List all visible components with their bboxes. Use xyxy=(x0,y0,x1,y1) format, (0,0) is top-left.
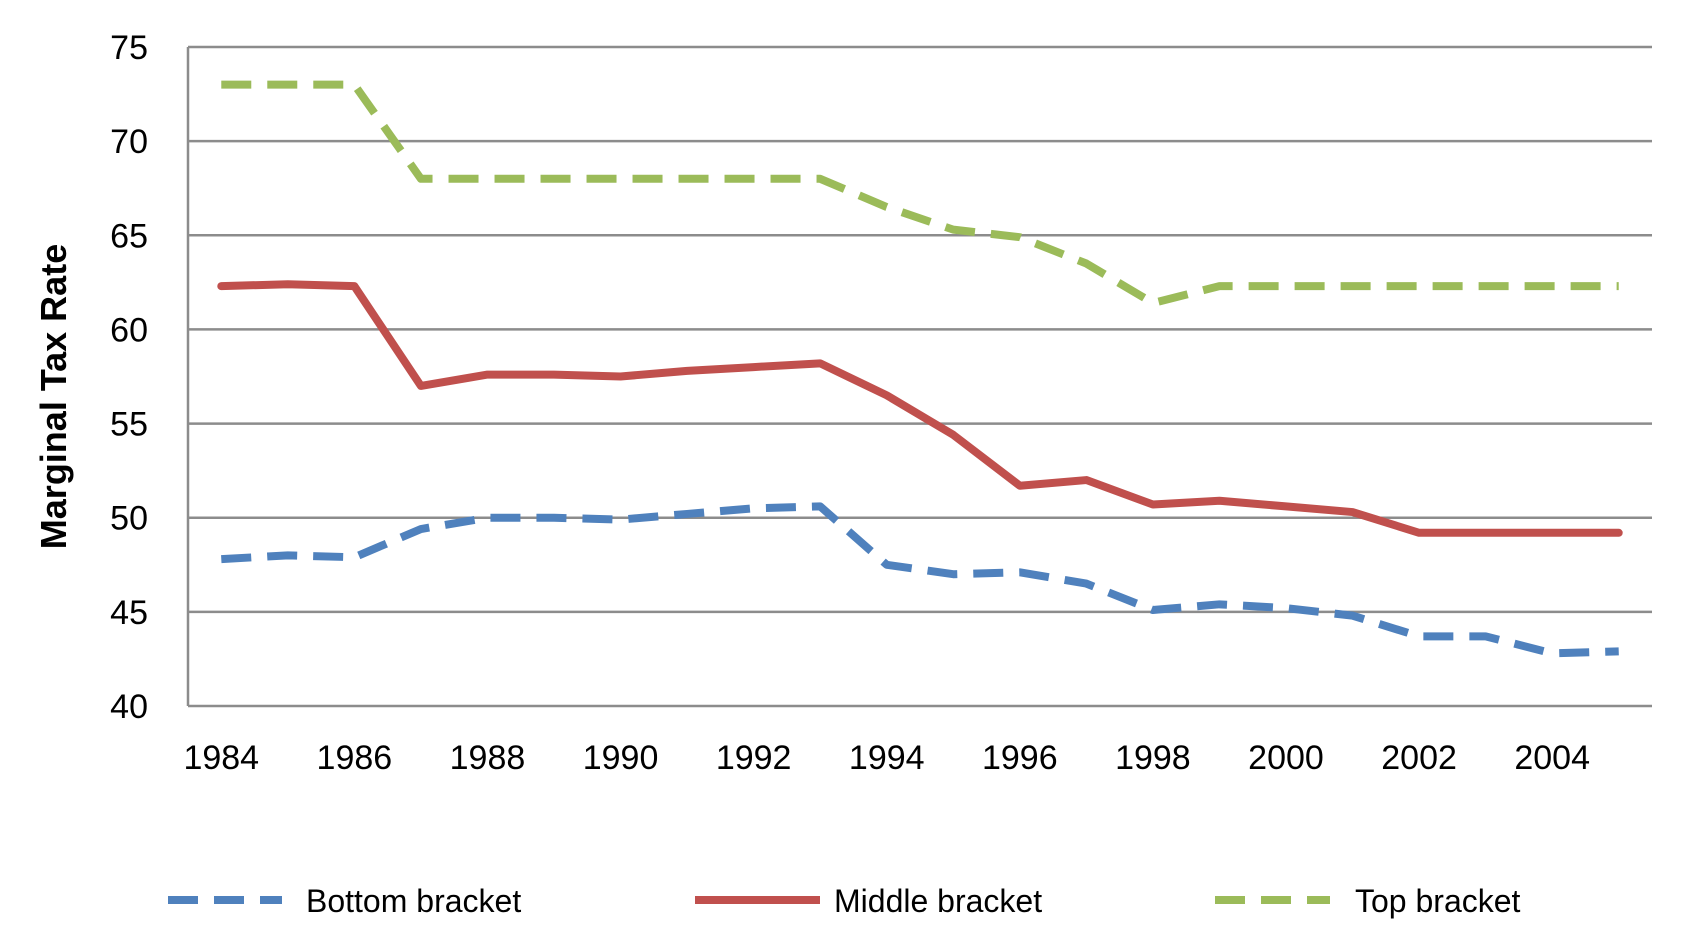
legend-label-middle-bracket: Middle bracket xyxy=(834,883,1042,919)
x-tick-label: 1990 xyxy=(583,739,659,777)
series-line-bottom-bracket xyxy=(221,502,1619,658)
gridlines xyxy=(188,45,1652,614)
y-tick-label: 45 xyxy=(110,594,148,632)
y-axis-title: Marginal Tax Rate xyxy=(33,244,74,549)
y-tick-label: 65 xyxy=(110,217,148,255)
x-tick-label: 1984 xyxy=(183,739,259,777)
x-tick-label: 2004 xyxy=(1514,739,1590,777)
axes xyxy=(186,47,1652,708)
x-tick-label: 1992 xyxy=(716,739,792,777)
x-tick-label: 1998 xyxy=(1115,739,1191,777)
legend-label-top-bracket: Top bracket xyxy=(1355,883,1521,919)
x-tick-label: 2000 xyxy=(1248,739,1324,777)
series-line-top-bracket xyxy=(221,80,1619,308)
y-tick-label: 55 xyxy=(110,406,148,444)
x-tick-label: 1994 xyxy=(849,739,925,777)
x-tick-label: 2002 xyxy=(1381,739,1457,777)
x-tick-label: 1996 xyxy=(982,739,1058,777)
x-tick-labels: 1984 1986 1988 1990 1992 1994 1996 1998 2000 2002… xyxy=(183,739,1590,777)
legend-label-bottom-bracket: Bottom bracket xyxy=(306,883,521,919)
y-tick-label: 50 xyxy=(110,500,148,538)
y-tick-label: 70 xyxy=(110,123,148,161)
x-tick-label: 1988 xyxy=(450,739,526,777)
series-line-middle-bracket xyxy=(217,280,1623,537)
legend: Bottom bracket Middle bracket Top bracket xyxy=(168,883,1521,919)
y-tick-labels: 40 45 50 55 60 65 70 75 xyxy=(110,29,148,726)
y-tick-label: 60 xyxy=(110,311,148,349)
y-tick-label: 75 xyxy=(110,29,148,67)
x-tick-label: 1986 xyxy=(317,739,393,777)
series-lines xyxy=(217,80,1623,658)
y-tick-label: 40 xyxy=(110,688,148,726)
